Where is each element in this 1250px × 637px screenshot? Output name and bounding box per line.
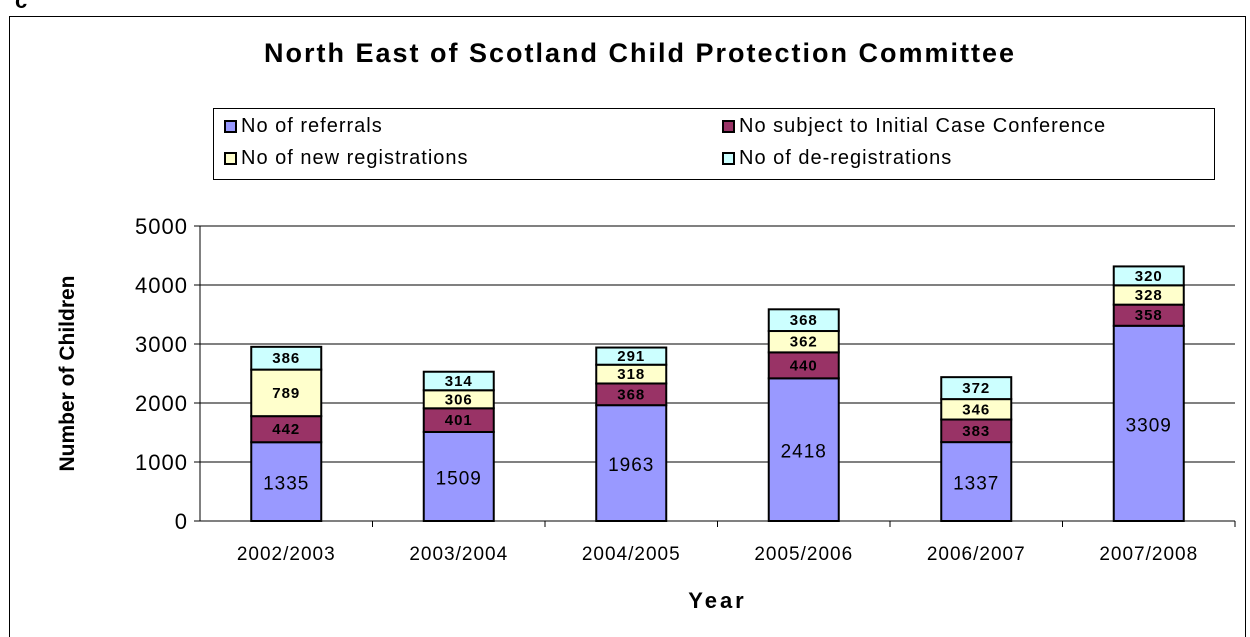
bar-segment bbox=[1112, 265, 1185, 287]
bar-segment bbox=[250, 441, 323, 522]
data-label: 789 bbox=[272, 385, 300, 402]
legend-label-referrals: No of referrals bbox=[241, 115, 383, 137]
bar-segment bbox=[940, 376, 1013, 401]
chart-frame bbox=[9, 16, 1246, 637]
y-tick-label: 1000 bbox=[135, 450, 188, 475]
data-label: 320 bbox=[1135, 268, 1163, 285]
legend-swatch-new-registrations bbox=[224, 152, 237, 165]
legend-swatch-referrals bbox=[224, 120, 237, 133]
data-label: 383 bbox=[962, 423, 990, 440]
y-axis-title: Number of Children bbox=[56, 275, 79, 471]
x-tick-label: 2004/2005 bbox=[582, 544, 681, 565]
legend: No of referrals No subject to Initial Ca… bbox=[213, 108, 1215, 180]
data-label: 291 bbox=[617, 348, 645, 365]
data-label: 368 bbox=[617, 386, 645, 403]
data-label: 442 bbox=[272, 421, 300, 438]
data-label: 3309 bbox=[1126, 415, 1172, 436]
chart-title: North East of Scotland Child Protection … bbox=[263, 38, 1017, 68]
x-tick-label: 2002/2003 bbox=[237, 544, 336, 565]
bar-segment bbox=[940, 441, 1013, 523]
y-tick-label: 4000 bbox=[135, 273, 188, 298]
data-label: 368 bbox=[790, 312, 818, 329]
data-label: 401 bbox=[445, 412, 473, 429]
data-label: 1509 bbox=[436, 468, 482, 489]
bar-segment bbox=[767, 377, 840, 523]
data-label: 386 bbox=[272, 350, 300, 367]
bar-segment bbox=[595, 346, 668, 366]
y-tick-label: 0 bbox=[175, 509, 188, 534]
bar-segment bbox=[767, 351, 840, 380]
legend-item-initial-case-conference: No subject to Initial Case Conference bbox=[722, 115, 1106, 138]
legend-item-de-registrations: No of de-registrations bbox=[722, 147, 952, 170]
y-tick-label: 5000 bbox=[135, 214, 188, 239]
data-label: 318 bbox=[617, 366, 645, 383]
x-tick-label: 2007/2008 bbox=[1099, 544, 1198, 565]
x-axis-title: Year bbox=[688, 588, 747, 613]
bar-segment bbox=[250, 345, 323, 371]
corner-text: c bbox=[15, 0, 28, 13]
x-tick-label: 2005/2006 bbox=[754, 544, 853, 565]
legend-label-new-registrations: No of new registrations bbox=[241, 147, 469, 169]
y-tick-label: 3000 bbox=[135, 332, 188, 357]
bar-segment bbox=[1112, 324, 1185, 523]
data-label: 1337 bbox=[953, 474, 999, 495]
legend-item-referrals: No of referrals bbox=[224, 115, 383, 138]
data-label: 440 bbox=[790, 357, 818, 374]
data-label: 372 bbox=[962, 380, 990, 397]
data-label: 346 bbox=[962, 401, 990, 418]
data-label: 314 bbox=[445, 373, 473, 390]
x-tick-label: 2003/2004 bbox=[409, 544, 508, 565]
legend-label-de-registrations: No of de-registrations bbox=[739, 147, 953, 169]
legend-label-initial-case-conference: No subject to Initial Case Conference bbox=[739, 115, 1107, 137]
legend-swatch-initial-case-conference bbox=[722, 120, 735, 133]
bar-segment bbox=[767, 308, 840, 333]
legend-swatch-de-registrations bbox=[722, 152, 735, 165]
data-label: 1335 bbox=[263, 474, 309, 495]
bar-segment bbox=[250, 368, 323, 418]
bar-segment bbox=[422, 430, 495, 522]
data-label: 306 bbox=[445, 391, 473, 408]
data-label: 362 bbox=[790, 334, 818, 351]
x-tick-label: 2006/2007 bbox=[927, 544, 1026, 565]
legend-item-new-registrations: No of new registrations bbox=[224, 147, 469, 170]
data-label: 1963 bbox=[608, 455, 654, 476]
bar-segment bbox=[422, 370, 495, 392]
data-label: 358 bbox=[1135, 307, 1163, 324]
data-label: 2418 bbox=[781, 442, 827, 463]
data-label: 328 bbox=[1135, 287, 1163, 304]
y-tick-label: 2000 bbox=[135, 391, 188, 416]
bar-segment bbox=[595, 404, 668, 523]
